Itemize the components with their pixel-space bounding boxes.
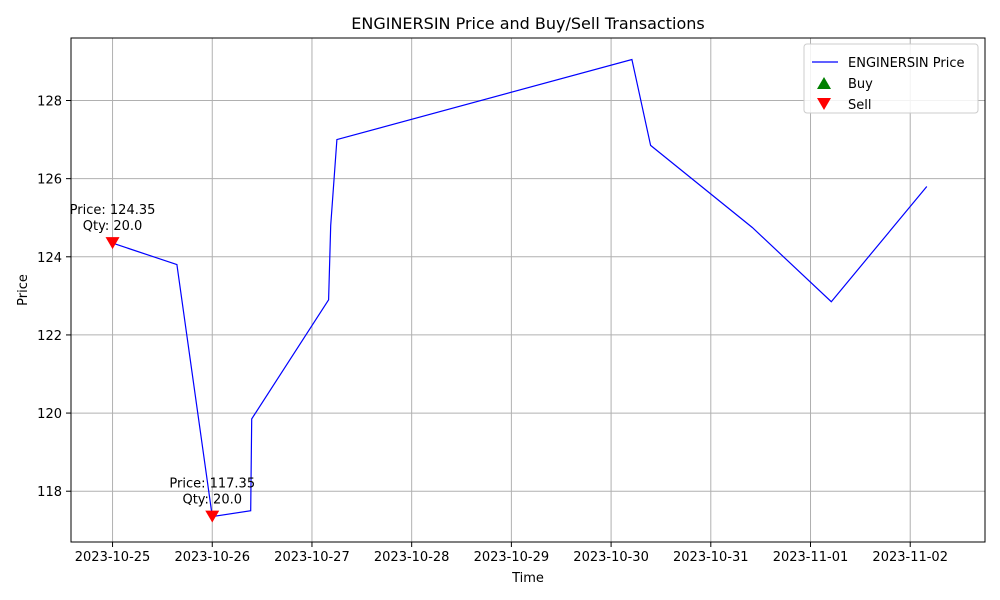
annotation-qty: Qty: 20.0	[83, 219, 143, 234]
marker-layer	[105, 237, 220, 523]
y-tick-label: 118	[37, 485, 62, 500]
x-tick-label: 2023-10-29	[474, 550, 550, 565]
legend-label: Buy	[848, 77, 873, 92]
x-tick-label: 2023-11-02	[872, 550, 948, 565]
x-tick-label: 2023-11-01	[773, 550, 849, 565]
sell-marker	[205, 510, 220, 523]
y-tick-label: 120	[37, 407, 62, 422]
legend-label: ENGINERSIN Price	[848, 56, 964, 71]
legend-label: Sell	[848, 98, 871, 113]
x-tick-label: 2023-10-26	[174, 550, 250, 565]
annotation-price: Price: 117.35	[169, 477, 255, 492]
y-tick-label: 126	[37, 173, 62, 188]
y-tick-label: 124	[37, 251, 62, 266]
x-tick-label: 2023-10-31	[673, 550, 749, 565]
legend-marker-swatch	[817, 77, 831, 89]
y-axis: 118 120 122 124 126 128	[37, 95, 71, 500]
legend-box	[803, 43, 979, 114]
sell-marker	[105, 237, 120, 250]
plot-area	[71, 38, 985, 542]
legend-marker-swatch	[817, 98, 831, 110]
annotation-price: Price: 124.35	[70, 203, 156, 218]
y-tick-label: 128	[37, 95, 62, 110]
y-tick-label: 122	[37, 329, 62, 344]
x-axis: 2023-10-25 2023-10-26 2023-10-27 2023-10-28…	[75, 542, 948, 565]
legend: ENGINERSIN Price Buy Sell	[803, 43, 979, 114]
x-axis-label: Time	[511, 571, 544, 586]
x-tick-label: 2023-10-25	[75, 550, 151, 565]
plot-frame	[70, 37, 986, 543]
chart-title: ENGINERSIN Price and Buy/Sell Transactio…	[351, 14, 704, 33]
x-tick-label: 2023-10-27	[274, 550, 350, 565]
grid	[71, 38, 985, 542]
y-axis-label: Price	[16, 274, 31, 306]
x-tick-label: 2023-10-30	[573, 550, 649, 565]
x-tick-label: 2023-10-28	[374, 550, 450, 565]
annotation-qty: Qty: 20.0	[182, 493, 242, 508]
